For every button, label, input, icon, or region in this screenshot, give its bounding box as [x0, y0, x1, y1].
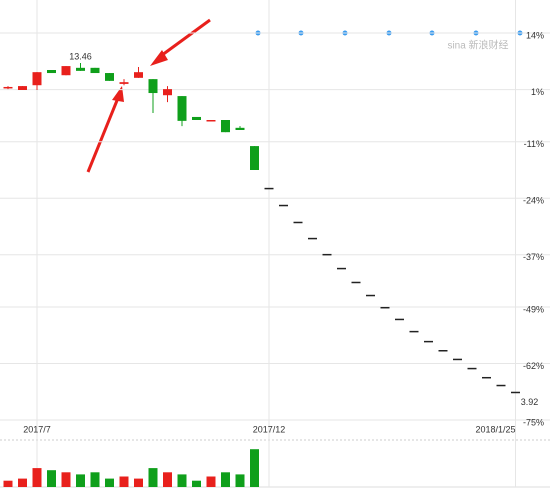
watermark: sina 新浪财经 — [447, 39, 508, 52]
y-tick-label: -24% — [523, 196, 544, 206]
y-tick-label: -62% — [523, 361, 544, 371]
candle-body — [192, 116, 201, 120]
candle-body — [337, 267, 346, 270]
volume-bar — [18, 478, 27, 487]
volume-bar — [148, 468, 158, 487]
arrow — [157, 18, 211, 60]
candle-body — [511, 391, 520, 394]
arrow-head — [150, 50, 168, 66]
volume-bar — [119, 476, 129, 487]
candle-body — [308, 237, 317, 240]
candle-body — [177, 96, 187, 121]
candle-body — [206, 120, 216, 122]
volume-bar — [206, 476, 216, 487]
candle-body — [90, 67, 100, 74]
volume-bar — [221, 472, 230, 487]
candle-body — [250, 146, 259, 170]
x-tick-label: 2017/12 — [253, 424, 286, 434]
candle-body — [163, 89, 172, 96]
candle-body — [279, 204, 288, 207]
volume-bar — [32, 468, 42, 487]
candle-body — [380, 306, 390, 309]
candle-body — [76, 67, 85, 71]
volume-bar — [61, 472, 71, 487]
candle-body — [438, 350, 448, 352]
candle-body — [119, 82, 129, 84]
candle-body — [3, 86, 13, 89]
candle-body — [322, 253, 332, 256]
candle-body — [453, 358, 462, 361]
arrow — [86, 97, 120, 173]
y-tick-label: -49% — [523, 304, 544, 314]
candle-body — [221, 120, 230, 133]
candle-body — [395, 318, 404, 321]
volume-bar — [47, 470, 56, 487]
volume-bar — [76, 474, 85, 487]
candle-body — [264, 187, 274, 190]
candle-body — [148, 79, 158, 94]
volume-bar — [134, 478, 143, 487]
max-label: 13.46 — [69, 51, 92, 61]
y-tick-label: -75% — [523, 417, 544, 427]
candle-body — [32, 72, 42, 86]
min-label: 3.92 — [521, 397, 539, 407]
candle-body — [409, 330, 419, 333]
candle-body — [496, 384, 506, 387]
y-tick-label: -37% — [523, 252, 544, 262]
candle-body — [134, 72, 143, 78]
y-tick-label: 14% — [526, 30, 544, 40]
candle-body — [482, 376, 491, 379]
x-tick-label: 2017/7 — [23, 424, 51, 434]
x-tick-label: 2018/1/25 — [475, 424, 515, 434]
y-tick-label: 1% — [531, 87, 544, 97]
volume-bar — [3, 480, 13, 487]
volume-bar — [177, 474, 187, 487]
candle-body — [61, 66, 71, 76]
candle-body — [351, 281, 361, 284]
candle-body — [18, 86, 27, 90]
candle-body — [105, 73, 114, 81]
volume-bar — [163, 472, 172, 487]
candle-body — [235, 127, 245, 130]
volume-bar — [90, 472, 100, 487]
candle-body — [366, 294, 375, 297]
candle-body — [293, 221, 303, 224]
candle-body — [467, 367, 477, 370]
volume-bar — [192, 480, 201, 487]
volume-bar — [105, 478, 114, 487]
candle-body — [47, 70, 56, 74]
y-tick-label: -11% — [524, 139, 544, 149]
volume-bar — [250, 449, 259, 487]
candle-body — [424, 340, 433, 343]
volume-bar — [235, 474, 245, 487]
